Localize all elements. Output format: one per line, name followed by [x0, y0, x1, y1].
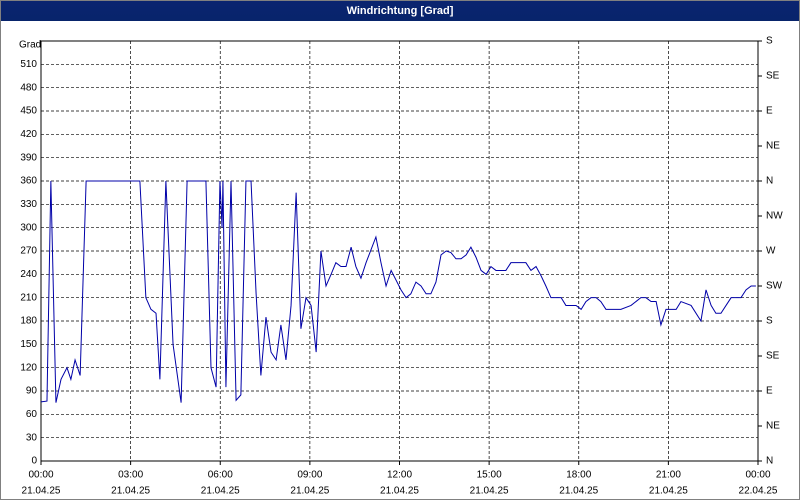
y-tick-label: 270	[20, 246, 37, 257]
x-tick-date: 21.04.25	[380, 486, 419, 497]
y-tick-label: 0	[31, 456, 37, 467]
x-tick-label: 09:00	[297, 470, 322, 481]
y2-tick-label: N	[766, 456, 773, 467]
y-tick-label: 150	[20, 339, 37, 350]
y-tick-label: 450	[20, 106, 37, 117]
y-tick-label: 300	[20, 222, 37, 233]
y2-tick-label: SW	[766, 281, 783, 292]
y-tick-label: 330	[20, 199, 37, 210]
chart: Grad 0 30 60 90 120 150 180 210 240 270 300 330 360 3…	[19, 36, 783, 497]
x-tick-label: 00:00	[28, 470, 53, 481]
y-axis-label: Grad	[19, 40, 41, 51]
x-tick-label: 06:00	[208, 470, 233, 481]
y2-tick-label: SE	[766, 71, 780, 82]
y2-tick-label: S	[766, 36, 773, 47]
y-tick-label: 240	[20, 269, 37, 280]
x-tick-label: 21:00	[656, 470, 681, 481]
x-tick-label: 00:00	[745, 470, 770, 481]
y2-tick-label: N	[766, 176, 773, 187]
x-tick-label: 12:00	[387, 470, 412, 481]
y-tick-label: 30	[26, 432, 38, 443]
y2-tick-label: NW	[766, 211, 783, 222]
x-tick-date: 21.04.25	[470, 486, 509, 497]
y-tick-label: 480	[20, 82, 37, 93]
y-tick-label: 390	[20, 152, 37, 163]
x-tick-label: 18:00	[566, 470, 591, 481]
x-tick-date: 21.04.25	[22, 486, 61, 497]
data-line	[40, 180, 756, 403]
x-tick-date: 21.04.25	[559, 486, 598, 497]
y2-tick-label: NE	[766, 421, 780, 432]
x-tick-date: 21.04.25	[649, 486, 688, 497]
x-tick-date: 21.04.25	[290, 486, 329, 497]
title-bar: Windrichtung [Grad]	[1, 1, 799, 21]
y-tick-label: 360	[20, 176, 37, 187]
y2-tick-label: W	[766, 246, 776, 257]
y2-tick-label: E	[766, 106, 773, 117]
y2-tick-label: S	[766, 316, 773, 327]
y-tick-label: 120	[20, 362, 37, 373]
plot-frame	[40, 40, 759, 462]
y-tick-label: 210	[20, 292, 37, 303]
x-tick-date: 22.04.25	[739, 486, 778, 497]
y-tick-label: 60	[26, 409, 38, 420]
x-tick-date: 21.04.25	[201, 486, 240, 497]
x-tick-date: 21.04.25	[111, 486, 150, 497]
y2-tick-label: SE	[766, 351, 780, 362]
y-tick-label: 420	[20, 129, 37, 140]
x-tick-label: 15:00	[477, 470, 502, 481]
x-tick-label: 03:00	[118, 470, 143, 481]
y2-tick-label: NE	[766, 141, 780, 152]
y-tick-label: 90	[26, 386, 38, 397]
y2-tick-label: E	[766, 386, 773, 397]
y-tick-label: 510	[20, 59, 37, 70]
y-tick-label: 180	[20, 316, 37, 327]
